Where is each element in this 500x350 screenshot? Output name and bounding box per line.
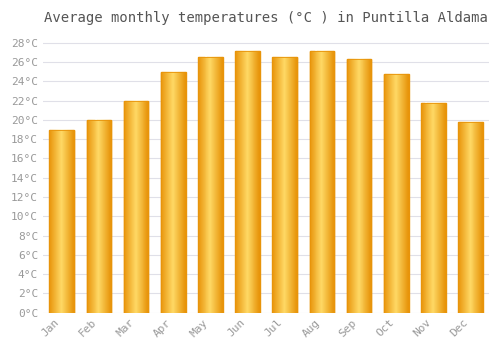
Bar <box>421 103 445 313</box>
Bar <box>272 57 296 313</box>
Bar <box>236 50 260 313</box>
Bar <box>50 130 74 313</box>
Bar <box>50 130 74 313</box>
Bar <box>310 50 334 313</box>
Bar <box>421 103 445 313</box>
Bar <box>310 50 334 313</box>
Bar <box>198 57 222 313</box>
Bar <box>347 59 371 313</box>
Bar <box>384 74 408 313</box>
Bar <box>124 101 148 313</box>
Bar <box>384 74 408 313</box>
Bar <box>198 57 222 313</box>
Bar <box>347 59 371 313</box>
Bar <box>124 101 148 313</box>
Bar <box>236 50 260 313</box>
Bar <box>86 120 111 313</box>
Bar <box>272 57 296 313</box>
Bar <box>86 120 111 313</box>
Bar <box>458 122 482 313</box>
Bar <box>161 72 185 313</box>
Bar <box>458 122 482 313</box>
Bar <box>161 72 185 313</box>
Title: Average monthly temperatures (°C ) in Puntilla Aldama: Average monthly temperatures (°C ) in Pu… <box>44 11 488 25</box>
